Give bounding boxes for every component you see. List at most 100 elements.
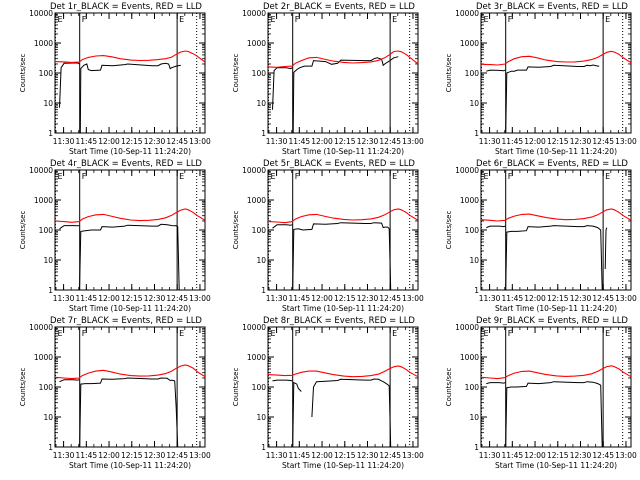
panel-title: Det 1r_BLACK = Events, RED = LLD [50, 2, 202, 12]
x-tick-label: 12:00 [311, 294, 333, 303]
x-tick-label: 12:45 [592, 294, 614, 303]
x-tick-label: 13:00 [615, 137, 637, 146]
x-tick-label: 12:15 [121, 137, 143, 146]
series-group [268, 208, 418, 290]
events-line [59, 379, 80, 383]
marker-label: E [392, 329, 397, 338]
series-group [481, 50, 631, 133]
y-tick-label: 1000 [34, 196, 53, 205]
x-tick-label: 12:30 [357, 294, 379, 303]
x-tick-label: 12:30 [144, 137, 166, 146]
y-tick-label: 1000 [247, 39, 266, 48]
plot-frame [267, 326, 419, 448]
x-tick-label: 12:45 [379, 294, 401, 303]
events-line [486, 69, 506, 72]
marker-label: E [483, 15, 488, 24]
y-tick-label: 100 [252, 383, 267, 392]
y-axis-label: Counts/sec [19, 368, 27, 407]
marker-label: F [82, 15, 87, 24]
x-axis-label: Start Time (10-Sep-11 11:24:20) [69, 147, 191, 156]
y-axis-label: Counts/sec [19, 211, 27, 250]
x-tick-label: 11:45 [76, 451, 98, 460]
lld-line [268, 365, 418, 378]
y-tick-label: 100 [39, 383, 54, 392]
x-tick-label: 11:45 [289, 137, 311, 146]
y-tick-label: 100 [465, 383, 480, 392]
y-axis-label: Counts/sec [232, 54, 240, 93]
plot-frame [54, 12, 206, 134]
marker-label: F [82, 329, 87, 338]
x-tick-label: 11:30 [479, 137, 501, 146]
x-tick-label: 11:45 [502, 451, 524, 460]
x-axis-label: Start Time (10-Sep-11 11:24:20) [282, 147, 404, 156]
y-tick-label: 1 [474, 286, 479, 295]
y-tick-label: 1 [474, 129, 479, 138]
marker-label: F [82, 172, 87, 181]
y-tick-label: 10000 [455, 166, 479, 175]
marker-label: F [295, 15, 300, 24]
panel-title: Det 7r_BLACK = Events, RED = LLD [50, 316, 202, 326]
x-tick-label: 12:30 [570, 294, 592, 303]
plot-frame [267, 12, 419, 134]
marker-label: F [508, 329, 513, 338]
y-axis-label: Counts/sec [232, 368, 240, 407]
plot-frame [54, 326, 206, 448]
x-tick-label: 12:15 [547, 137, 569, 146]
events-line [79, 62, 181, 133]
events-line [79, 377, 179, 447]
y-tick-label: 10000 [242, 9, 266, 18]
series-group [268, 50, 418, 133]
x-tick-label: 12:30 [570, 451, 592, 460]
x-tick-label: 11:45 [76, 137, 98, 146]
lld-line [481, 50, 631, 66]
lld-line [55, 364, 205, 380]
lld-line [268, 50, 418, 68]
x-axis-label: Start Time (10-Sep-11 11:24:20) [495, 304, 617, 313]
x-tick-label: 11:30 [53, 451, 75, 460]
y-tick-label: 1 [48, 286, 53, 295]
events-line [272, 379, 293, 382]
events-line [272, 67, 293, 110]
events-line [59, 62, 80, 108]
marker-label: E [270, 15, 275, 24]
series-group [55, 50, 205, 133]
y-tick-label: 10000 [455, 323, 479, 332]
x-tick-label: 13:00 [402, 451, 424, 460]
y-axis-label: Counts/sec [445, 368, 453, 407]
x-tick-label: 11:45 [502, 294, 524, 303]
marker-label: E [57, 172, 62, 181]
y-tick-label: 10 [256, 413, 266, 422]
x-axis-label: Start Time (10-Sep-11 11:24:20) [495, 461, 617, 470]
panel-title: Det 5r_BLACK = Events, RED = LLD [263, 159, 415, 169]
x-axis-label: Start Time (10-Sep-11 11:24:20) [495, 147, 617, 156]
x-tick-label: 12:30 [357, 137, 379, 146]
x-tick-label: 12:30 [570, 137, 592, 146]
y-tick-label: 1000 [460, 353, 479, 362]
y-tick-label: 10 [256, 256, 266, 265]
marker-label: E [483, 172, 488, 181]
events-line [604, 227, 608, 270]
x-tick-label: 12:15 [334, 451, 356, 460]
lld-line [481, 365, 631, 380]
x-tick-label: 13:00 [615, 294, 637, 303]
events-line [292, 222, 392, 290]
y-tick-label: 10000 [242, 323, 266, 332]
y-tick-label: 1000 [460, 196, 479, 205]
panel-title: Det 8r_BLACK = Events, RED = LLD [263, 316, 415, 326]
x-tick-label: 12:15 [547, 294, 569, 303]
x-tick-label: 12:45 [166, 137, 188, 146]
x-tick-label: 12:45 [592, 451, 614, 460]
panel-title: Det 4r_BLACK = Events, RED = LLD [50, 159, 202, 169]
lld-line [55, 50, 205, 63]
marker-label: E [392, 15, 397, 24]
y-tick-label: 1000 [247, 353, 266, 362]
series-group [481, 208, 631, 290]
events-line [486, 225, 506, 229]
x-tick-label: 12:45 [379, 137, 401, 146]
events-line [292, 381, 302, 447]
x-tick-label: 11:30 [266, 137, 288, 146]
lld-line [268, 208, 418, 224]
panel-det-9: Det 9r_BLACK = Events, RED = LLD 1 10 100 10… [445, 316, 637, 470]
x-tick-label: 12:30 [144, 294, 166, 303]
y-tick-label: 1000 [247, 196, 266, 205]
